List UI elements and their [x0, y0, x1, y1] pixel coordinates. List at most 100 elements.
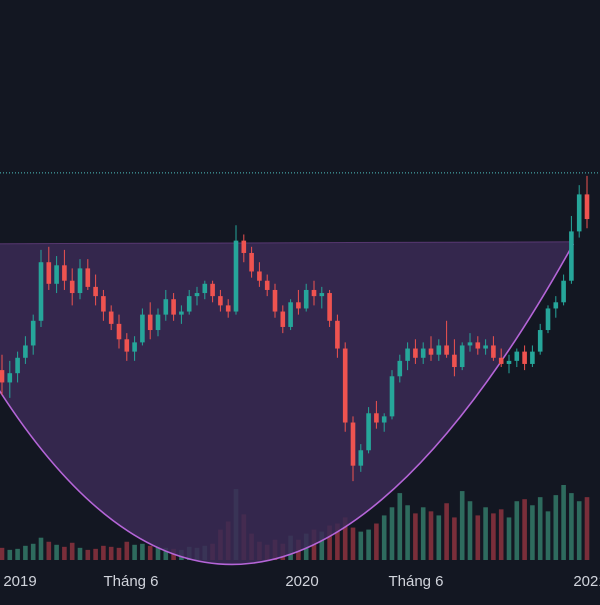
candle [233, 225, 239, 315]
candle [397, 354, 403, 383]
candle [280, 305, 286, 334]
candle [428, 336, 434, 361]
candle [46, 246, 52, 290]
candle-body [30, 320, 36, 346]
candle-body [405, 348, 410, 361]
candle-body [389, 376, 395, 417]
volume-bar [537, 497, 543, 560]
candle [576, 185, 582, 238]
volume-bar [62, 546, 67, 560]
candle-body [569, 231, 574, 281]
candle [218, 289, 223, 312]
x-tick-label: 2019 [3, 573, 36, 590]
volume-bar [483, 507, 488, 560]
candle [413, 339, 418, 364]
candle [459, 342, 465, 371]
volume-bar [0, 547, 5, 560]
candle-body [15, 357, 20, 374]
candle-body [327, 293, 332, 321]
volume-bar [381, 515, 387, 560]
candle-body [342, 348, 348, 423]
volume-bar [584, 497, 590, 560]
cup-curve [0, 243, 575, 566]
volume-bar [389, 507, 395, 560]
volume-bar [467, 501, 473, 560]
candle-body [93, 286, 98, 297]
candle-body [163, 299, 169, 315]
candle [249, 246, 254, 278]
candle-body [459, 345, 465, 368]
candle [296, 289, 301, 315]
candle [7, 360, 13, 398]
volume-bar [93, 548, 98, 560]
candle-body [202, 283, 208, 294]
volume-bar [108, 546, 114, 560]
candle-body [85, 268, 91, 287]
candle [38, 249, 44, 327]
candle [366, 407, 371, 454]
candle [467, 333, 473, 352]
candle-body [296, 302, 301, 309]
volume-bar [413, 513, 418, 560]
candle [194, 286, 200, 306]
candle [522, 345, 527, 371]
volume-bar [576, 501, 582, 560]
volume-bar [85, 549, 91, 560]
candlestick-series [0, 175, 590, 482]
candle-body [553, 302, 559, 309]
volume-bar [420, 507, 426, 560]
volume-bar [335, 523, 340, 560]
candle [475, 336, 481, 355]
x-tick-label: 2020 [285, 573, 318, 590]
candle-body [46, 262, 52, 284]
candle [15, 351, 20, 383]
candle-body [428, 348, 434, 355]
candle [436, 339, 442, 361]
candle [264, 274, 270, 297]
candle [288, 299, 293, 331]
volume-bar [30, 543, 36, 560]
candle-body [0, 370, 5, 383]
volume-bar [101, 545, 106, 560]
x-tick-label: Tháng 6 [388, 573, 443, 590]
candle-body [210, 283, 215, 297]
volume-bar [561, 485, 566, 560]
volume-bar [491, 513, 496, 560]
candle-body [272, 289, 278, 312]
volume-bar [54, 544, 59, 560]
candle [124, 333, 130, 361]
candle [241, 234, 247, 263]
volume-bar [475, 515, 481, 560]
candle [584, 175, 590, 229]
candle [77, 259, 83, 300]
candle [311, 280, 317, 306]
volume-bar [358, 531, 364, 560]
volume-bar [397, 493, 403, 560]
candle-body [186, 296, 192, 312]
volume-bar [459, 491, 465, 560]
candle-body [475, 342, 481, 349]
volume-bar [428, 511, 434, 560]
volume-bar [452, 517, 457, 560]
candle-body [7, 373, 13, 383]
candle-body [444, 345, 449, 355]
candle-body [537, 330, 543, 352]
candle-body [420, 348, 426, 358]
candle [132, 336, 137, 361]
time-axis: 2019 Tháng 6 2020 Tháng 6 2021 [3, 573, 600, 590]
candle-body [545, 308, 551, 331]
candle [62, 249, 67, 290]
candle-body [319, 293, 325, 297]
candle-body [288, 302, 293, 327]
volume-bar [327, 525, 332, 560]
candle [202, 280, 208, 300]
candle-body [140, 314, 145, 343]
candle-body [62, 265, 67, 281]
candle-body [522, 351, 527, 364]
volume-bar [147, 545, 153, 560]
volume-bar [116, 547, 122, 560]
candle-body [483, 345, 488, 349]
candle [225, 299, 231, 318]
